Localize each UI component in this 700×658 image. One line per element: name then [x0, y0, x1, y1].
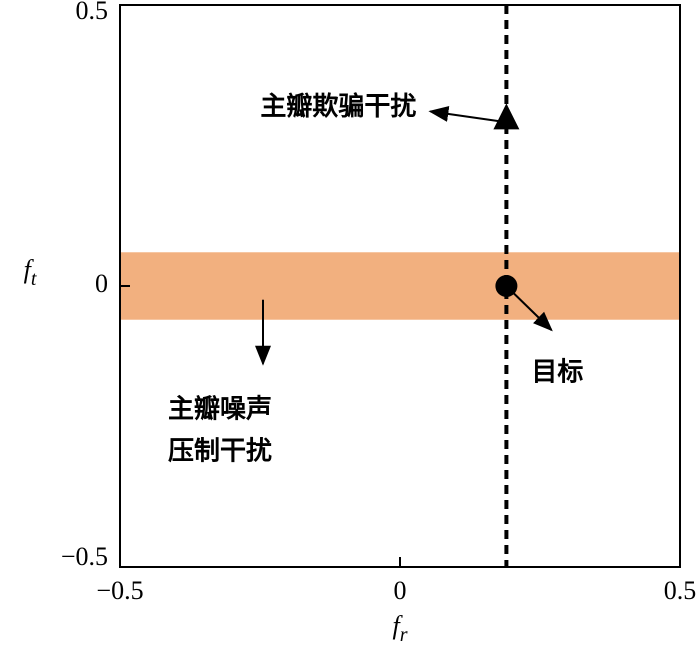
- y-tick-label: −0.5: [61, 542, 108, 571]
- decoy-marker: [493, 103, 520, 130]
- target-point: [495, 275, 518, 297]
- y-tick-label: 0.5: [76, 0, 109, 25]
- arrow: [428, 106, 501, 123]
- target-label: 目标: [531, 358, 583, 388]
- noise-band: [120, 252, 680, 320]
- x-tick-label: 0.5: [664, 576, 697, 605]
- decoy-label: 主瓣欺骗干扰: [260, 91, 416, 122]
- x-tick-label: −0.5: [96, 576, 143, 605]
- x-tick-label: 0: [394, 576, 407, 605]
- band-label: 压制干扰: [168, 437, 272, 467]
- x-axis-label: fr: [392, 611, 407, 646]
- y-axis-label: ft: [24, 255, 37, 290]
- arrow: [511, 291, 553, 332]
- band-label: 主瓣噪声: [168, 395, 272, 425]
- y-tick-label: 0: [95, 269, 108, 298]
